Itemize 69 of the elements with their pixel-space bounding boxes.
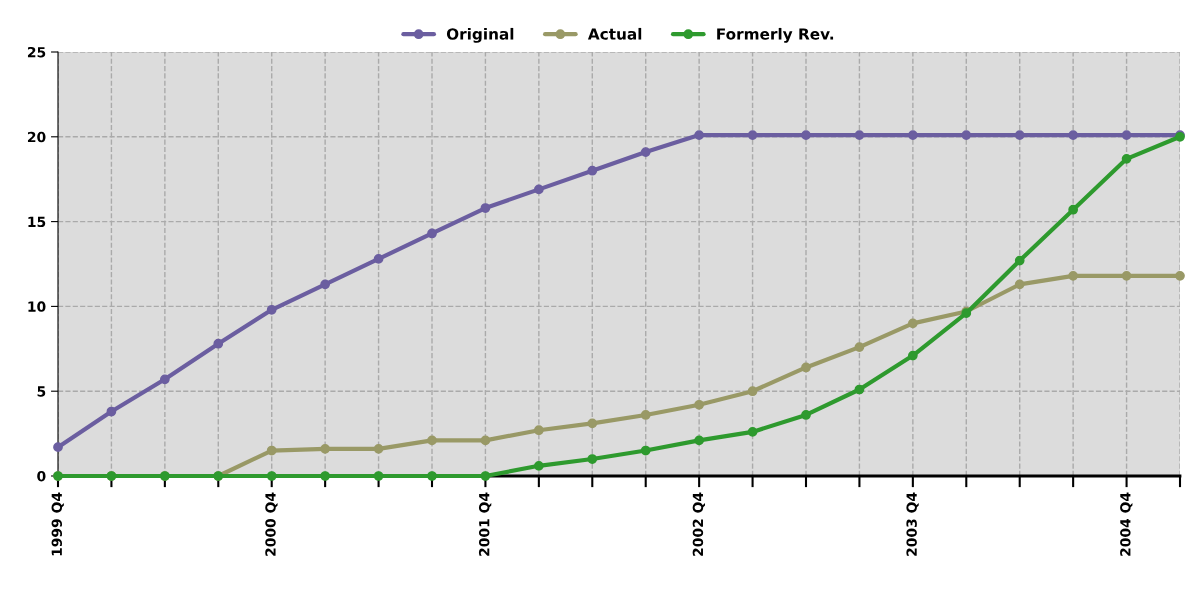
- point: [106, 406, 117, 417]
- point: [427, 435, 437, 446]
- y-tick-label: 10: [28, 301, 46, 312]
- point: [1121, 153, 1132, 164]
- point: [907, 318, 918, 329]
- x-tick-label: 1999 Q4: [51, 492, 64, 556]
- point: [640, 147, 651, 157]
- point: [373, 254, 384, 264]
- y-tick-label: 20: [27, 131, 46, 143]
- point: [533, 425, 544, 436]
- legend-label: Actual: [587, 27, 642, 40]
- point: [266, 445, 277, 456]
- legend-label: Formerly Rev.: [717, 27, 834, 43]
- point: [533, 184, 544, 195]
- point: [373, 444, 384, 454]
- y-tick-label: 25: [27, 46, 46, 58]
- point: [320, 444, 331, 454]
- point: [907, 130, 918, 140]
- point: [640, 445, 651, 456]
- y-tick-label: 0: [37, 470, 46, 482]
- point: [213, 338, 224, 349]
- point: [1175, 271, 1185, 281]
- point: [694, 130, 705, 140]
- point: [1068, 271, 1079, 281]
- point: [1014, 279, 1025, 290]
- x-tick-label: 2001 Q4: [478, 492, 492, 556]
- point: [427, 471, 437, 481]
- point: [640, 410, 651, 420]
- point: [266, 304, 277, 315]
- point: [854, 130, 865, 140]
- point: [266, 471, 277, 481]
- y-tick-label: 15: [28, 216, 46, 228]
- x-tick-label: 2002 Q4: [692, 492, 705, 556]
- x-tick-label: 2003 Q4: [906, 492, 919, 556]
- point: [320, 471, 331, 481]
- point: [747, 386, 758, 397]
- point: [480, 435, 491, 446]
- point: [587, 454, 598, 464]
- point: [1068, 130, 1079, 140]
- x-tick-label: 2000 Q4: [265, 492, 278, 556]
- point: [694, 399, 705, 410]
- legend-label: Original: [446, 27, 514, 43]
- point: [53, 442, 63, 453]
- point: [587, 418, 598, 429]
- point: [747, 130, 758, 140]
- point: [373, 471, 384, 481]
- point: [480, 203, 491, 213]
- point: [587, 165, 598, 176]
- point: [801, 130, 811, 140]
- point: [854, 342, 865, 352]
- point: [694, 435, 705, 446]
- point: [801, 362, 811, 373]
- point: [1068, 204, 1079, 215]
- point: [1014, 130, 1025, 140]
- point: [961, 130, 972, 140]
- point: [159, 374, 170, 385]
- point: [1121, 130, 1132, 140]
- point: [1121, 271, 1132, 281]
- point: [480, 471, 491, 481]
- x-tick-label: 2004 Q4: [1120, 492, 1133, 556]
- point: [320, 279, 331, 290]
- point: [1014, 255, 1025, 266]
- point: [533, 460, 544, 471]
- point: [747, 427, 758, 437]
- point: [854, 384, 865, 395]
- point: [427, 228, 437, 239]
- y-tick-label: 5: [37, 386, 46, 397]
- point: [801, 410, 811, 420]
- point: [907, 350, 918, 361]
